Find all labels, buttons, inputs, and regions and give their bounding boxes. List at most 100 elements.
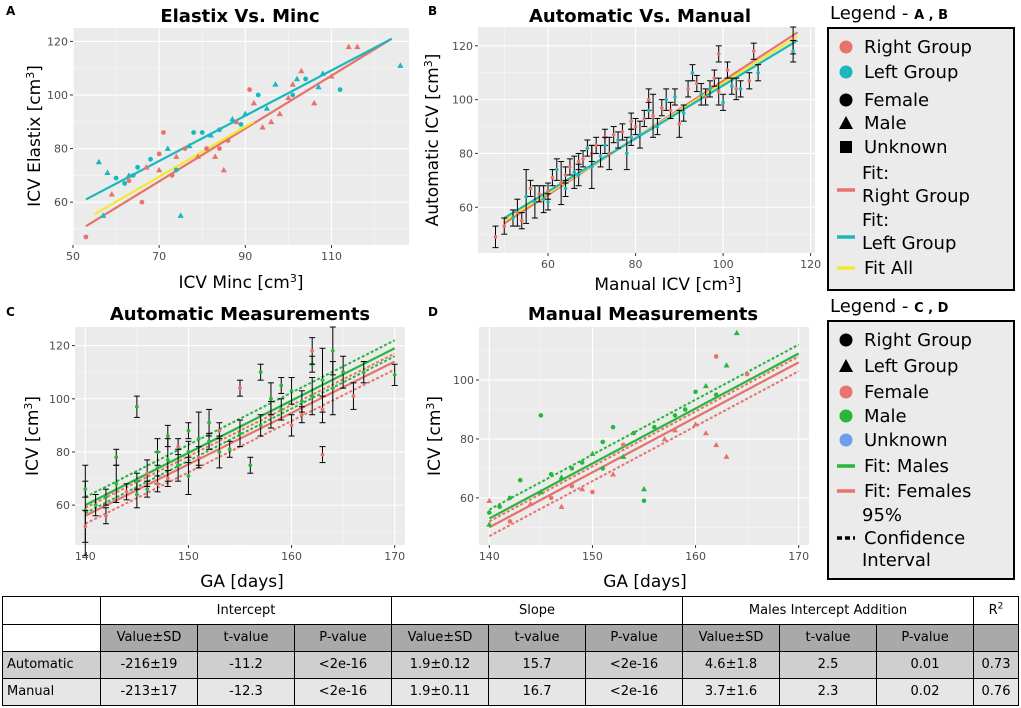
data-point xyxy=(207,132,214,138)
data-point xyxy=(721,100,725,105)
data-point xyxy=(682,407,688,412)
legend-ab-box xyxy=(827,27,1015,291)
panel-a-fits xyxy=(85,37,393,228)
circle-red-icon xyxy=(839,40,853,54)
data-point xyxy=(279,407,284,412)
data-point xyxy=(537,192,542,196)
data-point xyxy=(716,89,721,94)
data-point xyxy=(633,124,638,129)
circle-black-icon xyxy=(839,333,853,347)
table-cell: -12.3 xyxy=(197,678,295,706)
data-point xyxy=(554,167,559,172)
data-point xyxy=(337,87,343,93)
circle-green-icon xyxy=(839,409,853,423)
data-point xyxy=(303,76,309,82)
table-cell: 0.73 xyxy=(973,651,1020,679)
legend-cd-label: Right Group xyxy=(864,330,972,351)
data-point xyxy=(638,132,642,137)
table-col-header: P-value xyxy=(293,624,393,652)
data-point xyxy=(550,175,555,180)
data-point xyxy=(681,111,686,115)
data-point xyxy=(392,372,397,377)
data-point xyxy=(299,412,304,417)
data-point xyxy=(207,420,211,425)
data-point xyxy=(207,439,211,444)
x-tick-label: 60 xyxy=(541,258,555,271)
data-point xyxy=(655,124,660,129)
data-point xyxy=(568,165,572,169)
data-point xyxy=(100,212,107,218)
data-point xyxy=(310,394,315,399)
data-point xyxy=(83,487,88,492)
data-point xyxy=(310,349,315,353)
data-point xyxy=(217,428,222,433)
data-point xyxy=(177,212,184,218)
x-tick-label: 150 xyxy=(178,550,199,563)
data-point xyxy=(124,489,129,494)
data-point xyxy=(279,383,284,388)
data-point xyxy=(83,524,88,529)
data-point xyxy=(173,167,179,173)
panel-d-xlabel: GA [days] xyxy=(603,572,687,592)
circle-black-icon xyxy=(839,93,853,107)
table-group-intercept: Intercept xyxy=(99,596,393,625)
data-point xyxy=(713,392,719,398)
data-point xyxy=(319,70,326,76)
data-point xyxy=(328,73,335,79)
data-point xyxy=(533,200,537,204)
data-point xyxy=(695,81,699,86)
table-corner xyxy=(2,596,101,625)
data-point xyxy=(641,498,647,504)
panel-letter-a: A xyxy=(6,4,16,18)
legend-ab-label: Unknown xyxy=(864,137,948,158)
legend-ab-label: Fit All xyxy=(864,258,913,279)
data-point xyxy=(668,108,673,113)
data-point xyxy=(176,444,181,449)
data-point xyxy=(182,146,188,151)
data-point xyxy=(104,169,111,176)
data-point xyxy=(631,430,636,436)
figure: A Elastix Vs. Minc 50 70 90 110 60 80 100 120 I… xyxy=(6,3,1015,592)
data-point xyxy=(515,210,520,215)
data-point xyxy=(493,235,498,239)
table-cell: <2e-16 xyxy=(585,678,684,706)
data-point xyxy=(161,130,166,135)
data-point xyxy=(272,81,279,87)
table-cell: 1.9±0.12 xyxy=(391,651,490,679)
table-col-header: Value±SD xyxy=(100,624,198,652)
legend-cd-label: Unknown xyxy=(864,430,948,451)
legend-ab-label: Left Group xyxy=(862,233,956,254)
legend-cd-label: Left Group xyxy=(864,356,958,377)
data-point xyxy=(589,165,594,169)
table-cell: 2.5 xyxy=(779,651,878,679)
data-point xyxy=(581,157,585,161)
table-group-r2: R2 xyxy=(973,596,1020,625)
data-point xyxy=(652,424,657,430)
data-point xyxy=(600,439,606,445)
data-point xyxy=(641,486,647,492)
x-tick-label: 50 xyxy=(66,250,80,263)
panel-b-fits xyxy=(503,31,799,225)
legend-ab-title: Legend - A , B xyxy=(830,3,948,24)
data-point xyxy=(134,492,139,497)
data-point xyxy=(660,105,664,110)
data-point xyxy=(725,68,730,72)
data-point xyxy=(155,466,160,470)
data-point xyxy=(548,495,554,501)
panel-b-grid xyxy=(478,27,815,253)
data-point xyxy=(164,145,171,151)
data-point xyxy=(285,94,292,100)
data-point xyxy=(276,110,283,117)
data-point xyxy=(699,92,704,97)
panel-d: D Manual Measurements 140 150 160 170 60 80 10… xyxy=(424,304,810,592)
data-point xyxy=(250,99,258,106)
data-point xyxy=(139,199,145,205)
data-point xyxy=(625,151,629,156)
legend-ab-label: Right Group xyxy=(864,37,972,58)
data-point xyxy=(702,430,709,436)
panel-c-xlabel: GA [days] xyxy=(200,572,284,592)
data-point xyxy=(148,156,153,162)
y-tick-label: 60 xyxy=(56,499,70,512)
table-cell: <2e-16 xyxy=(293,678,393,706)
data-point xyxy=(212,153,219,159)
